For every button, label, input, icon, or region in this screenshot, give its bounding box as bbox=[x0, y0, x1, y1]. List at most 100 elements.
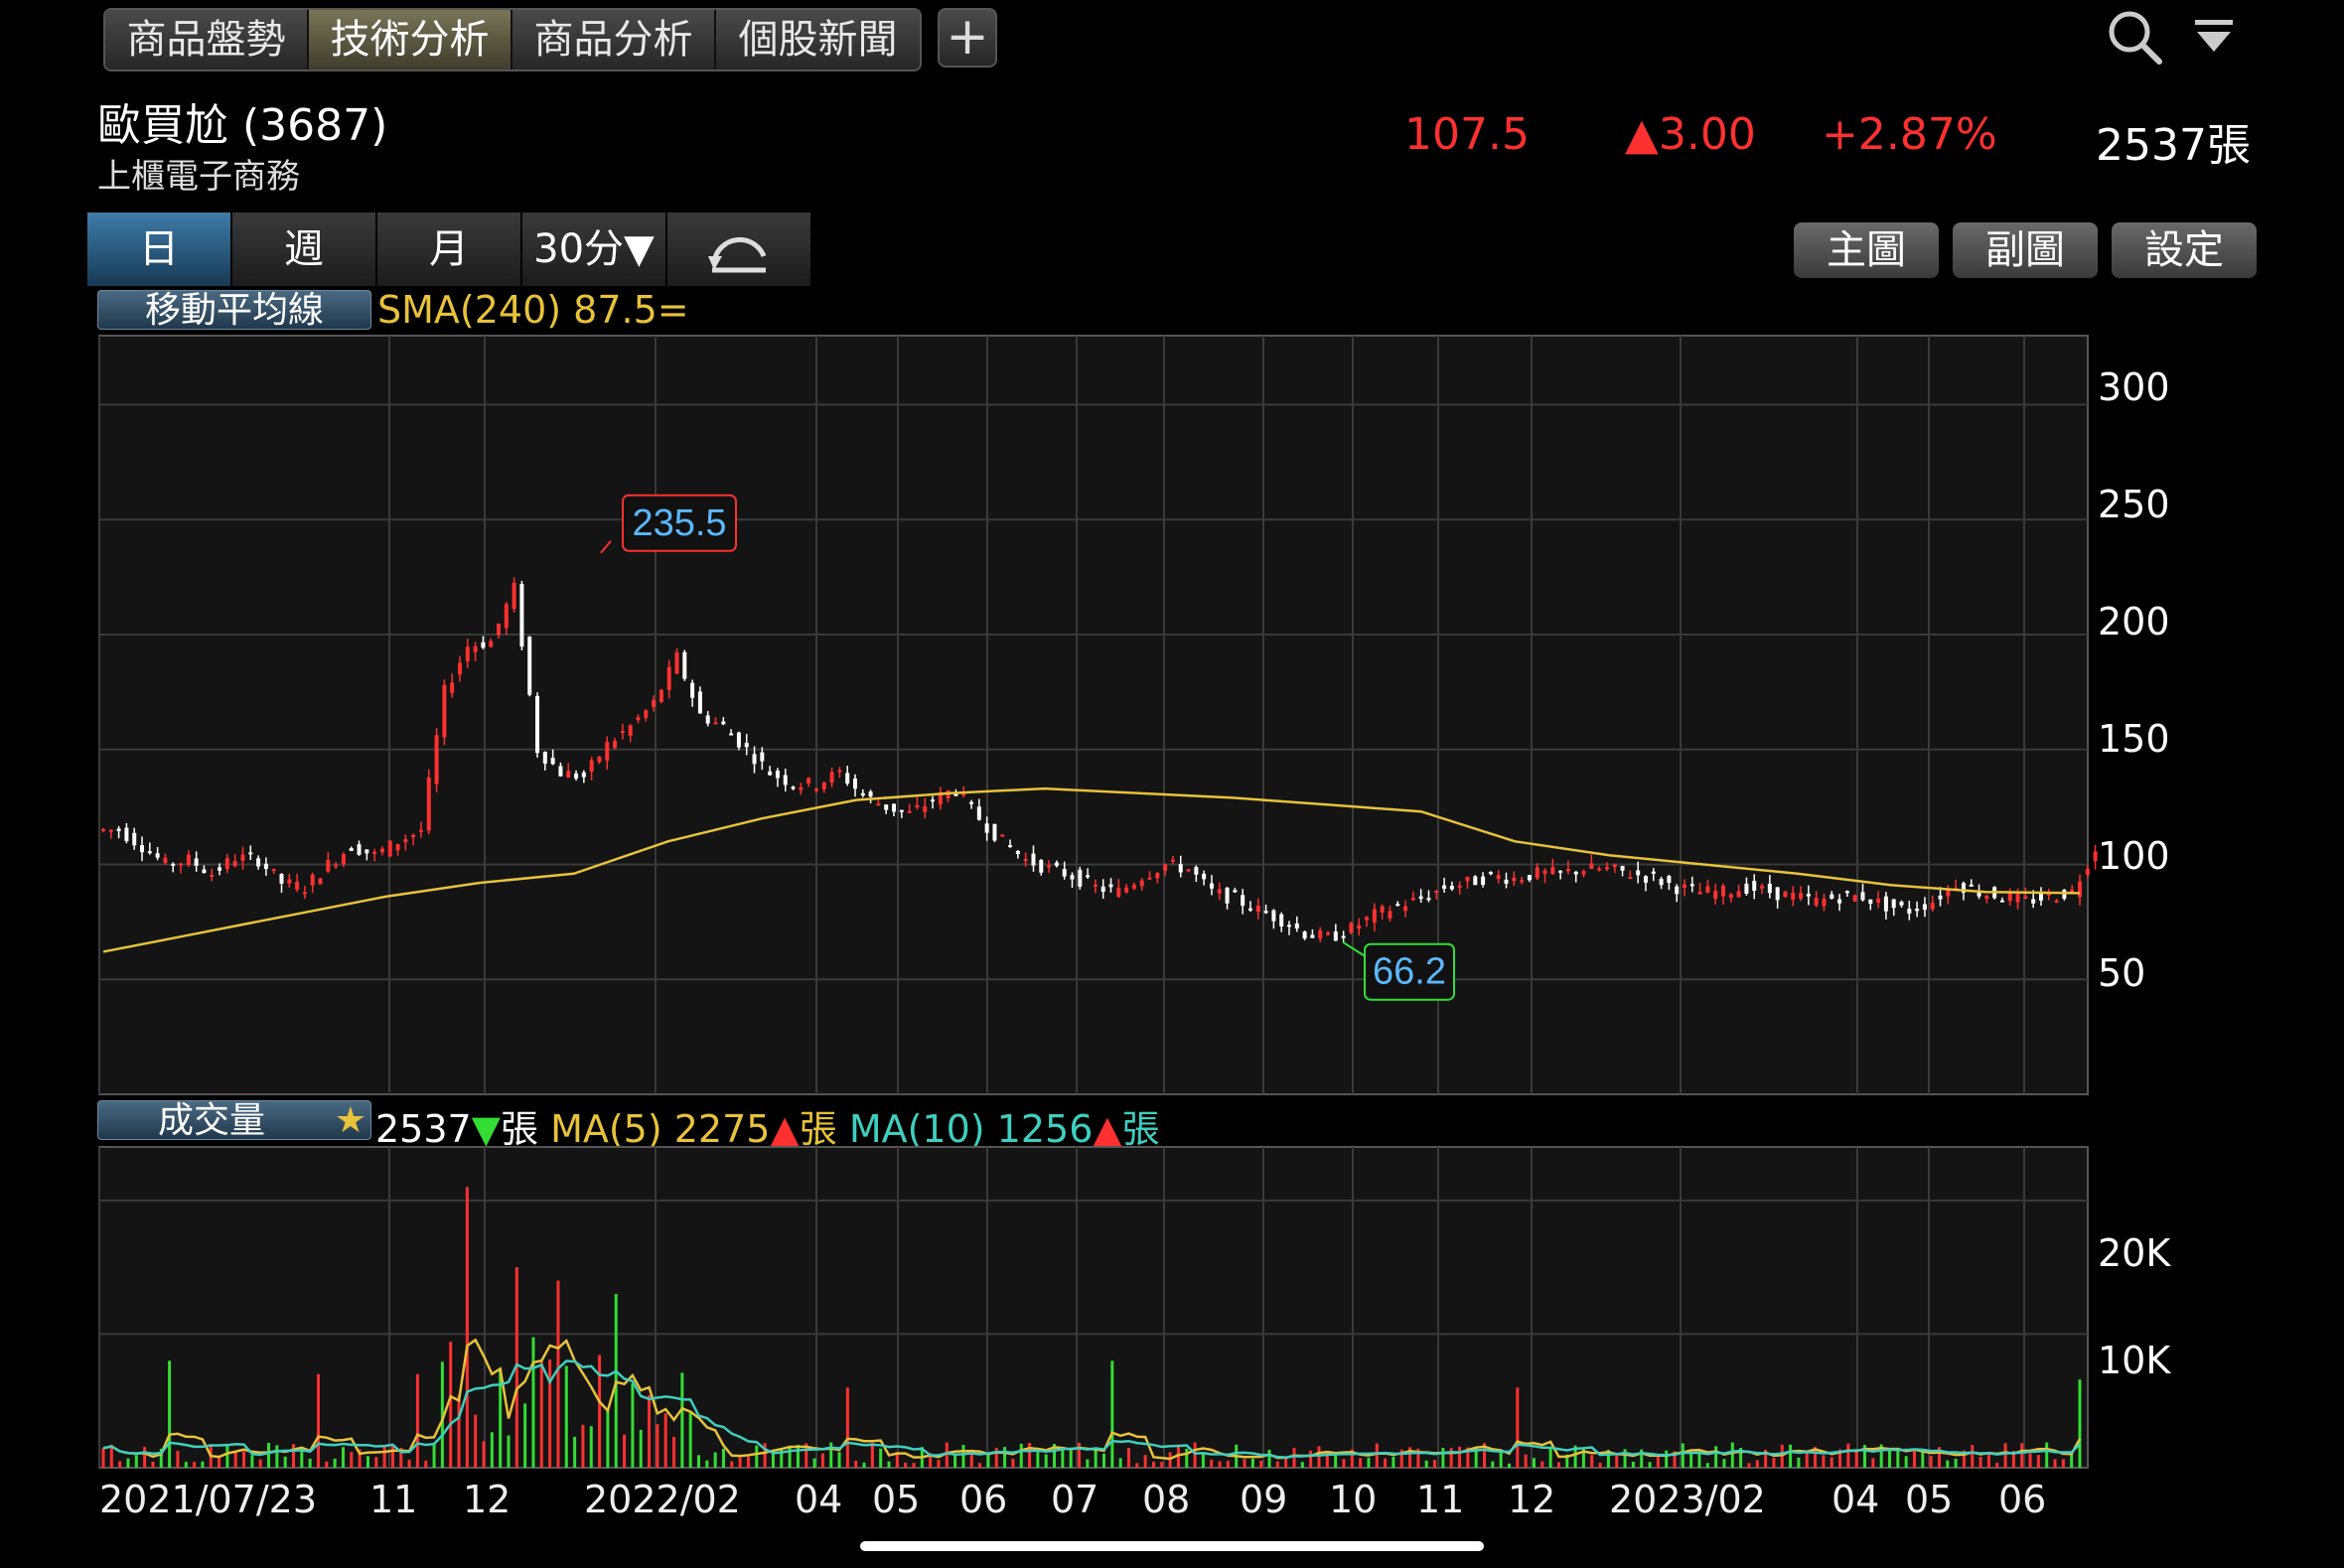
price-tick-200: 200 bbox=[2098, 600, 2170, 643]
volume-bar bbox=[1325, 1453, 1329, 1468]
tab-stock-news[interactable]: 個股新聞 bbox=[716, 10, 920, 70]
x-axis-label: 11 bbox=[369, 1478, 418, 1521]
candle-body bbox=[1922, 904, 1927, 911]
candle-body bbox=[1504, 879, 1509, 884]
period-month-button[interactable]: 月 bbox=[377, 213, 522, 286]
candle-body bbox=[1744, 883, 1749, 894]
candle-body bbox=[1410, 898, 1415, 901]
rotate-button[interactable] bbox=[667, 213, 812, 286]
volume-bar bbox=[788, 1446, 792, 1468]
volume-bar bbox=[1681, 1443, 1685, 1468]
tab-market-overview[interactable]: 商品盤勢 bbox=[105, 10, 309, 70]
volume-bar bbox=[1912, 1451, 1916, 1468]
candle-body bbox=[1380, 906, 1385, 913]
top-tab-bar: 商品盤勢 技術分析 商品分析 個股新聞 bbox=[103, 8, 922, 71]
volume-bar bbox=[1044, 1454, 1048, 1468]
volume-bar bbox=[399, 1448, 403, 1468]
candle-body bbox=[302, 892, 307, 895]
volume-bar bbox=[390, 1446, 394, 1468]
main-chart-button[interactable]: 主圖 bbox=[1794, 222, 1939, 278]
volume-bar bbox=[1995, 1463, 1999, 1468]
candle-body bbox=[2054, 900, 2059, 903]
candle-body bbox=[256, 858, 261, 867]
volume-bar bbox=[1805, 1453, 1809, 1468]
triangle-down-icon[interactable] bbox=[2193, 18, 2237, 58]
volume-bar bbox=[1863, 1445, 1867, 1468]
candle-body bbox=[1589, 863, 1594, 869]
candle-body bbox=[1326, 932, 1331, 935]
candle-body bbox=[1620, 866, 1625, 871]
candle-body bbox=[659, 689, 663, 702]
candle-body bbox=[550, 758, 555, 765]
volume-ma10-line bbox=[102, 1359, 2081, 1459]
add-tab-button[interactable]: + bbox=[938, 8, 997, 68]
candle-body bbox=[457, 662, 462, 675]
candle-body bbox=[1000, 834, 1005, 837]
period-week-button[interactable]: 週 bbox=[232, 213, 377, 286]
volume-bar bbox=[1300, 1462, 1304, 1468]
volume-bar bbox=[1648, 1462, 1652, 1468]
candle-body bbox=[1388, 911, 1392, 919]
volume-bar bbox=[730, 1461, 734, 1468]
candle-body bbox=[2093, 851, 2098, 862]
candle-body bbox=[481, 641, 486, 648]
candle-body bbox=[1651, 871, 1656, 874]
volume-bar bbox=[184, 1462, 188, 1468]
candle-body bbox=[1449, 885, 1454, 890]
settings-button[interactable]: 設定 bbox=[2112, 222, 2257, 278]
volume-bar bbox=[2020, 1443, 2024, 1468]
candle-body bbox=[171, 863, 176, 866]
volume-bar bbox=[267, 1442, 271, 1468]
volume-bar bbox=[1036, 1451, 1040, 1468]
tab-technical-analysis[interactable]: 技術分析 bbox=[309, 10, 513, 70]
period-day-button[interactable]: 日 bbox=[87, 213, 232, 286]
volume-bar bbox=[879, 1448, 883, 1468]
volume-bar bbox=[713, 1452, 717, 1468]
candle-body bbox=[752, 754, 757, 765]
candle-body bbox=[566, 771, 571, 779]
ma5-unit: 張 bbox=[799, 1107, 837, 1151]
volume-bar bbox=[929, 1453, 933, 1468]
volume-bar bbox=[1665, 1450, 1669, 1468]
volume-bar bbox=[2011, 1451, 2015, 1468]
volume-bar bbox=[1350, 1449, 1354, 1468]
candle-body bbox=[1403, 906, 1408, 912]
low-marker-box bbox=[1364, 942, 1455, 1001]
candle-body bbox=[829, 772, 834, 784]
price-tick-250: 250 bbox=[2098, 483, 2170, 526]
candle-body bbox=[1147, 877, 1152, 880]
volume-bar bbox=[548, 1359, 552, 1468]
tab-product-analysis[interactable]: 商品分析 bbox=[513, 10, 716, 70]
candle-body bbox=[1899, 902, 1904, 906]
candle-body bbox=[1550, 867, 1555, 875]
x-axis-label: 10 bbox=[1329, 1478, 1378, 1521]
volume-bar bbox=[382, 1445, 386, 1468]
candle-body bbox=[1209, 883, 1214, 889]
period-30min-button[interactable]: 30分▼ bbox=[522, 213, 667, 286]
volume-bar bbox=[1524, 1454, 1528, 1468]
search-icon[interactable] bbox=[2106, 8, 2165, 68]
candle-body bbox=[775, 771, 780, 779]
sub-chart-button[interactable]: 副圖 bbox=[1953, 222, 2098, 278]
indicator-label[interactable]: 移動平均線 bbox=[97, 290, 371, 331]
candle-body bbox=[179, 863, 184, 866]
volume-bar bbox=[623, 1434, 627, 1468]
candle-body bbox=[1131, 884, 1136, 889]
volume-bar bbox=[631, 1382, 635, 1468]
volume-value: 2537 bbox=[375, 1107, 472, 1151]
volume-bar bbox=[796, 1444, 800, 1468]
candle-body bbox=[1822, 898, 1827, 907]
candle-body bbox=[1124, 887, 1129, 893]
volume-bar bbox=[1507, 1463, 1511, 1468]
candle-body bbox=[1799, 893, 1804, 899]
candle-body bbox=[1279, 914, 1284, 927]
candle-body bbox=[1689, 884, 1694, 887]
volume-bar bbox=[1516, 1387, 1520, 1468]
volume-bar bbox=[1449, 1448, 1453, 1468]
volume-bar bbox=[1424, 1460, 1428, 1468]
candle-body bbox=[682, 651, 687, 679]
x-axis-label: 04 bbox=[795, 1478, 843, 1521]
sma-legend: SMA(240) 87.5= bbox=[377, 288, 689, 332]
volume-label[interactable]: 成交量 ★ bbox=[97, 1100, 371, 1141]
